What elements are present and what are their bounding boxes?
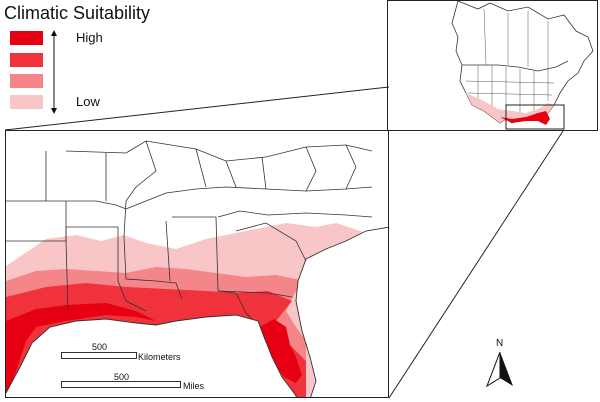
legend-double-arrow-icon: [51, 30, 57, 114]
legend-title: Climatic Suitability: [4, 3, 151, 23]
north-letter: N: [496, 338, 504, 349]
scale-mi-bar: [61, 381, 181, 388]
legend-swatch-1: [10, 31, 43, 45]
scale-mi-value: 500: [114, 372, 130, 382]
scale-km-unit: Kilometers: [138, 352, 181, 362]
legend-swatch-2: [10, 53, 43, 67]
legend-low-label: Low: [76, 94, 100, 109]
legend-swatch-4: [10, 95, 43, 109]
scale-km-value: 500: [92, 342, 108, 352]
inset-map: [387, 0, 598, 131]
north-arrow-icon: [486, 352, 513, 388]
scale-mi-unit: Miles: [183, 381, 205, 391]
scale-km-bar: [61, 352, 137, 359]
legend-high-label: High: [76, 30, 103, 45]
inset-map-graphic: [451, 1, 594, 130]
legend-swatch-3: [10, 74, 43, 88]
